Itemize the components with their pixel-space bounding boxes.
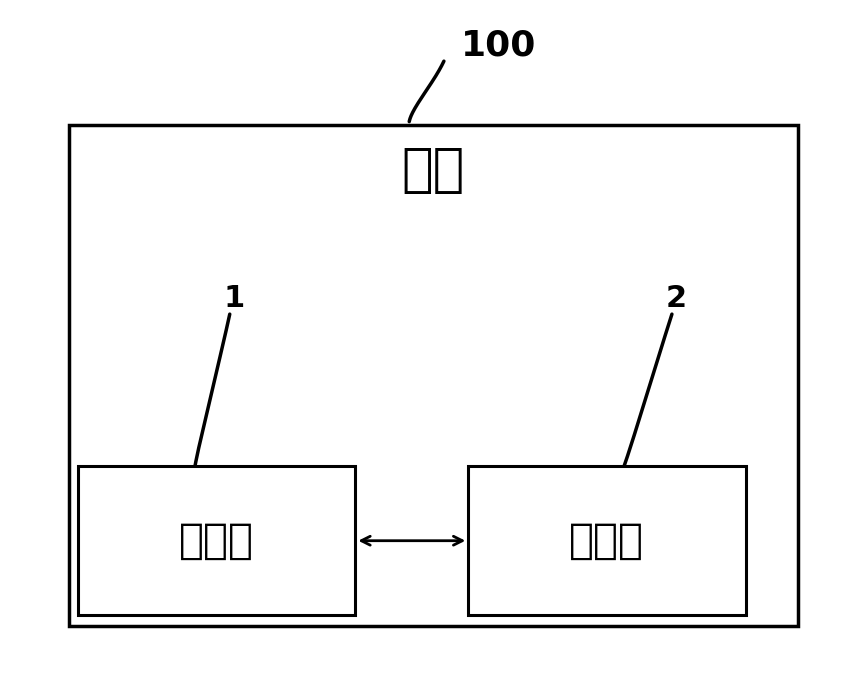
Text: 1: 1 xyxy=(224,284,244,313)
Text: 终端: 终端 xyxy=(402,145,465,196)
Bar xyxy=(78,466,355,615)
Text: 存储器: 存储器 xyxy=(179,519,254,562)
Bar xyxy=(69,125,798,626)
Text: 100: 100 xyxy=(461,28,536,62)
Bar xyxy=(468,466,746,615)
Text: 2: 2 xyxy=(666,284,687,313)
Text: 处理器: 处理器 xyxy=(570,519,644,562)
